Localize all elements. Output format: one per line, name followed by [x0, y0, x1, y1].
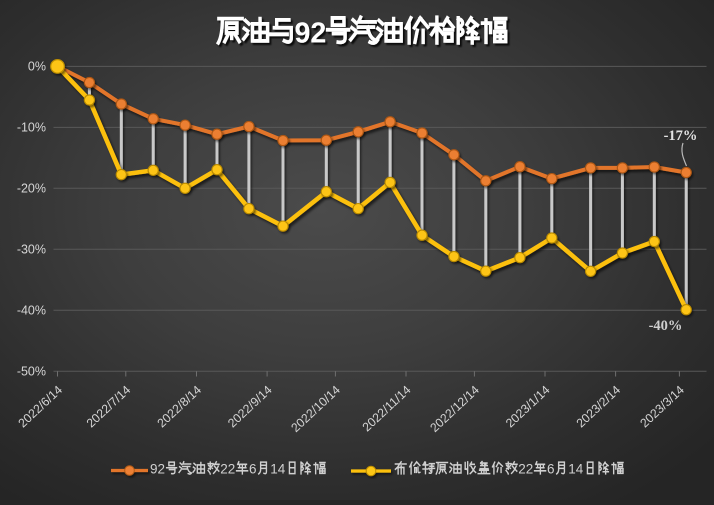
- svg-text:-20%: -20%: [17, 182, 46, 196]
- svg-text:-30%: -30%: [17, 243, 46, 257]
- svg-text:-10%: -10%: [17, 121, 46, 135]
- svg-text:-17%: -17%: [664, 128, 698, 144]
- svg-text:-40%: -40%: [17, 303, 46, 317]
- svg-text:14: 14: [568, 461, 584, 476]
- svg-text:14: 14: [270, 461, 286, 476]
- svg-text:6: 6: [249, 461, 257, 476]
- svg-text:-40%: -40%: [649, 318, 683, 334]
- svg-text:22: 22: [220, 461, 235, 476]
- svg-text:92: 92: [150, 461, 165, 476]
- svg-text:92: 92: [295, 17, 327, 49]
- svg-text:0%: 0%: [28, 60, 46, 74]
- svg-text:22: 22: [518, 461, 533, 476]
- svg-text:6: 6: [547, 461, 555, 476]
- svg-text:-50%: -50%: [17, 364, 46, 378]
